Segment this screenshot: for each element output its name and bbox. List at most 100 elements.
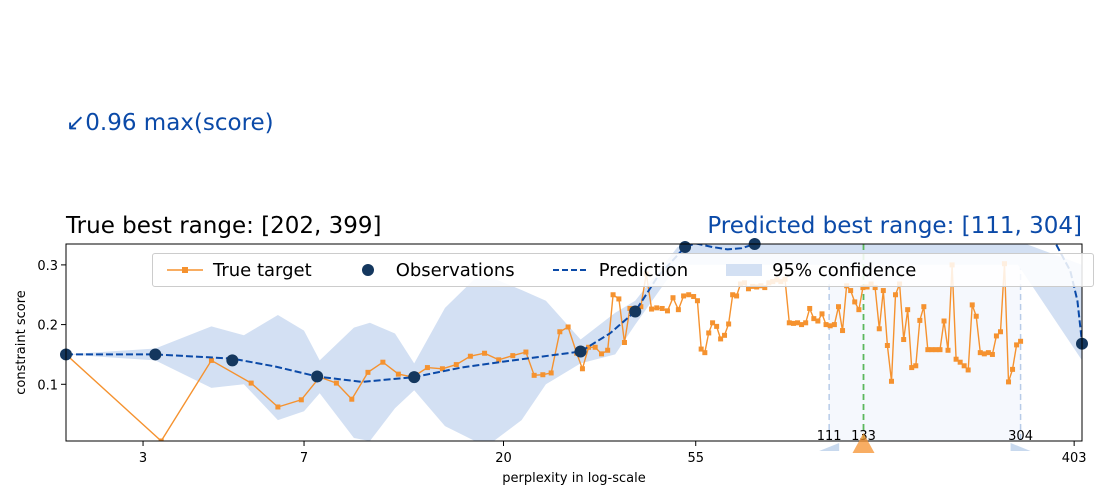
true-target-point-92 <box>872 285 878 291</box>
true-target-point-25 <box>565 324 571 330</box>
legend-observations-label: Observations <box>395 259 515 281</box>
confidence-patch-icon <box>726 264 763 276</box>
true-target-point-53 <box>714 323 720 329</box>
true-target-point-72 <box>790 320 796 326</box>
best-point-marker <box>852 433 875 453</box>
true-target-point-52 <box>710 320 716 326</box>
true-target-point-95 <box>884 342 890 348</box>
true-target-point-29 <box>592 344 598 350</box>
true-target-point-27 <box>579 366 585 372</box>
prediction-line <box>66 244 1082 383</box>
y-tick-label-2: 0.3 <box>37 259 58 274</box>
true-target-point-11 <box>395 371 401 377</box>
true-target-point-73 <box>795 320 801 326</box>
observation-dot-icon <box>361 264 374 276</box>
x-tick-label-4: 403 <box>1062 451 1087 466</box>
range-start-marker <box>819 443 840 451</box>
true-target-point-83 <box>836 304 842 310</box>
true-target-point-30 <box>599 351 605 357</box>
true-target-point-71 <box>786 320 792 326</box>
true-target-point-8 <box>349 396 355 402</box>
y-axis-label: constraint score <box>14 290 29 395</box>
true-target-point-118 <box>977 350 983 356</box>
true-target-point-3 <box>248 380 254 386</box>
true-target-point-121 <box>989 351 995 357</box>
true-target-point-4 <box>275 404 281 410</box>
x-tick-label-3: 55 <box>687 451 704 466</box>
true-target-point-112 <box>953 356 959 362</box>
true-target-point-88 <box>856 307 862 313</box>
true-target-point-2 <box>208 357 214 363</box>
legend-prediction-label: Prediction <box>598 259 689 281</box>
legend: True target Observations Prediction 95% … <box>152 253 1094 287</box>
true-target-point-45 <box>681 293 687 299</box>
true-target-point-61 <box>745 286 751 292</box>
true-target-point-117 <box>973 313 979 319</box>
true-target-point-104 <box>921 304 927 310</box>
true-target-point-9 <box>365 369 371 375</box>
true-target-point-99 <box>901 337 907 343</box>
true-target-point-77 <box>811 316 817 322</box>
x-tick-label-1: 7 <box>300 451 308 466</box>
true-target-point-119 <box>981 351 987 357</box>
x-tick-label-0: 3 <box>139 451 147 466</box>
true-range-title: True best range: [202, 399] <box>66 213 382 239</box>
true-target-point-58 <box>734 293 740 299</box>
y-tick-label-1: 0.2 <box>37 319 58 334</box>
true-target-point-78 <box>815 318 821 324</box>
true-target-point-13 <box>424 365 430 371</box>
true-target-point-76 <box>807 305 813 311</box>
x-tick-label-2: 20 <box>495 451 512 466</box>
true-target-point-43 <box>670 295 676 301</box>
true-target-point-113 <box>957 359 963 365</box>
true-target-point-31 <box>605 347 611 353</box>
true-target-point-57 <box>730 292 736 298</box>
true-target-point-20 <box>523 349 529 355</box>
true-target-point-37 <box>638 304 644 310</box>
true-target-point-21 <box>531 372 537 378</box>
true-target-point-96 <box>888 378 894 384</box>
y-tick-label-0: 0.1 <box>37 378 58 393</box>
true-target-point-127 <box>1014 342 1020 348</box>
range-marker-label-2: 304 <box>1008 429 1033 444</box>
true-target-point-114 <box>961 363 967 369</box>
true-target-point-105 <box>925 347 931 353</box>
true-target-point-82 <box>831 322 837 328</box>
true-target-point-28 <box>586 344 592 350</box>
legend-true-target: True target <box>165 260 312 281</box>
true-target-point-100 <box>905 307 911 313</box>
true-target-point-87 <box>852 299 858 305</box>
true-target-point-115 <box>965 367 971 373</box>
true-target-point-94 <box>880 288 886 294</box>
true-target-point-116 <box>969 302 975 308</box>
true-target-point-123 <box>997 329 1003 335</box>
true-target-point-50 <box>702 350 708 356</box>
true-target-point-122 <box>993 333 999 339</box>
true-target-point-46 <box>686 292 692 298</box>
legend-confidence: 95% confidence <box>724 260 916 281</box>
true-target-point-89 <box>860 285 866 291</box>
observation-point-4 <box>408 371 421 384</box>
true-target-point-42 <box>664 308 670 314</box>
true-target-point-23 <box>548 370 554 376</box>
true-target-point-107 <box>933 347 939 353</box>
predicted-range-title: Predicted best range: [111, 304] <box>707 213 1082 239</box>
true-target-point-49 <box>698 346 704 352</box>
true-target-point-7 <box>333 380 339 386</box>
true-target-point-5 <box>298 397 304 403</box>
legend-confidence-label: 95% confidence <box>772 259 917 281</box>
true-target-point-41 <box>659 305 665 311</box>
true-target-point-1 <box>158 438 164 441</box>
prediction-dash-icon <box>552 269 589 271</box>
true-target-point-15 <box>453 362 459 368</box>
max-score-annotation: ↙0.96 max(score) <box>66 110 274 136</box>
true-target-point-81 <box>827 323 833 329</box>
observation-point-6 <box>629 305 642 318</box>
true-target-point-65 <box>762 285 768 291</box>
true-target-point-48 <box>694 298 700 304</box>
true-target-point-74 <box>799 322 805 328</box>
true-target-point-120 <box>985 350 991 356</box>
confidence-band <box>66 244 1082 441</box>
true-target-point-32 <box>610 292 616 298</box>
